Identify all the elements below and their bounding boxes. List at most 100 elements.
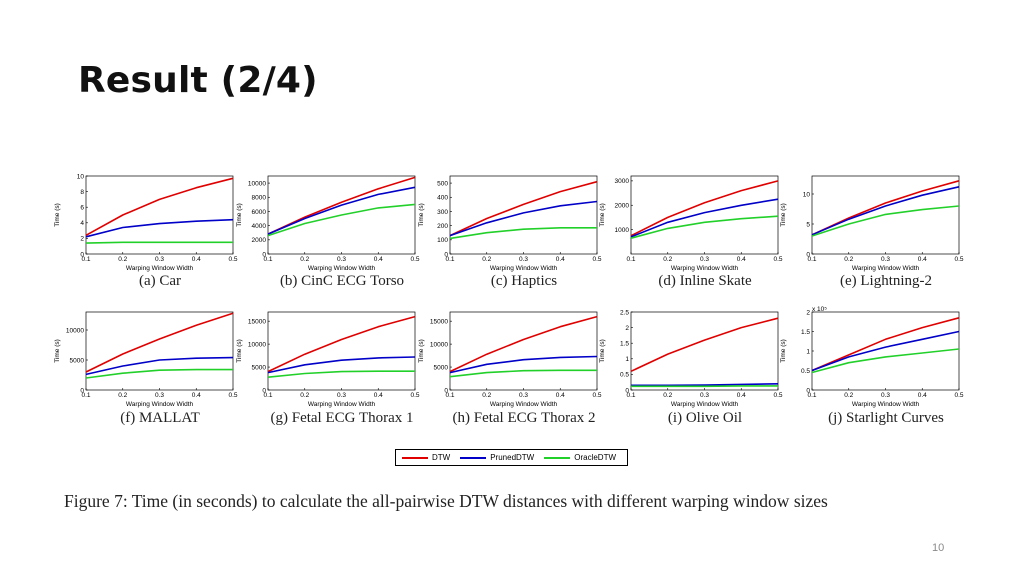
series-line-oracledtw — [811, 348, 960, 374]
x-axis-title: Warping Window Width — [126, 265, 194, 272]
y-tick-label: 3000 — [615, 178, 630, 185]
x-axis-title: Warping Window Width — [490, 401, 558, 408]
y-tick-label: 0 — [806, 251, 810, 258]
series-line-dtw — [449, 180, 598, 237]
y-tick-label: 200 — [437, 223, 448, 230]
y-tick-label: 10000 — [66, 327, 84, 334]
y-tick-label: 10 — [803, 191, 811, 198]
y-tick-label: 10000 — [248, 341, 266, 348]
series-line-pruneddtw — [85, 356, 234, 376]
x-axis-title: Warping Window Width — [852, 401, 920, 408]
x-tick-label: 0.2 — [300, 256, 309, 263]
x-tick-label: 0.1 — [263, 392, 272, 399]
figure-caption: Figure 7: Time (in seconds) to calculate… — [64, 491, 828, 511]
line-chart: 0.1 0.2 0.3 0.4 0.5 0 0.5 1 1.5 2 x 10⁵ Warping Win… — [801, 306, 964, 408]
y-tick-label: 500 — [437, 180, 448, 187]
x-tick-label: 0.4 — [918, 392, 927, 399]
y-tick-label: 8000 — [252, 195, 267, 202]
chart-panel: 0.1 0.2 0.3 0.4 0.5 0 0.5 1 1.5 2 2.5 Warping Windo… — [599, 306, 783, 408]
x-axis-title: Warping Window Width — [671, 265, 739, 272]
y-axis-title: Time (s) — [236, 339, 243, 363]
y-axis-title-holder: Time (s) — [780, 339, 787, 363]
y-tick-label: 5 — [806, 221, 810, 228]
subfigure-caption: (g) Fetal ECG Thorax 1 — [270, 410, 414, 426]
x-axis-title: Warping Window Width — [126, 401, 194, 408]
x-tick-label: 0.5 — [228, 256, 237, 263]
x-tick-label: 0.1 — [626, 256, 635, 263]
x-tick-label: 0.5 — [773, 256, 782, 263]
x-tick-label: 0.2 — [482, 392, 491, 399]
y-axis-title: Time (s) — [236, 203, 243, 227]
legend-label-pruneddtw: PrunedDTW — [490, 453, 535, 462]
series-line-pruneddtw — [85, 218, 234, 238]
y-tick-label: 15000 — [248, 318, 266, 325]
series-line-dtw — [811, 317, 960, 372]
y-tick-label: 5000 — [252, 364, 267, 371]
y-axis-title-holder: Time (s) — [418, 339, 425, 363]
x-tick-label: 0.3 — [519, 256, 528, 263]
y-axis-title-holder: Time (s) — [780, 203, 787, 227]
y-tick-label: 4 — [80, 220, 84, 227]
y-tick-label: 400 — [437, 195, 448, 202]
y-tick-label: 5000 — [434, 364, 449, 371]
x-tick-label: 0.5 — [410, 392, 419, 399]
subfigure-caption: (f) MALLAT — [120, 410, 200, 426]
legend-item-pruneddtw: PrunedDTW — [460, 453, 534, 462]
y-axis-title: Time (s) — [418, 339, 425, 363]
x-tick-label: 0.4 — [374, 256, 383, 263]
x-tick-label: 0.1 — [445, 392, 454, 399]
line-chart: 0.1 0.2 0.3 0.4 0.5 0 5000 10000 15000 Warping Wi… — [248, 311, 420, 408]
x-tick-label: 0.2 — [663, 392, 672, 399]
y-tick-label: 10000 — [248, 180, 266, 187]
subfigure-caption: (j) Starlight Curves — [828, 410, 944, 426]
x-tick-label: 0.5 — [592, 392, 601, 399]
line-chart: 0.1 0.2 0.3 0.4 0.5 1000 2000 3000 Warping Windo… — [615, 175, 783, 272]
y-tick-label: 2000 — [252, 237, 267, 244]
y-tick-label: 2000 — [615, 203, 630, 210]
x-tick-label: 0.1 — [807, 256, 816, 263]
chart-panel: 0.1 0.2 0.3 0.4 0.5 0 5000 10000 Warping Window … — [54, 306, 238, 408]
line-chart: 0.1 0.2 0.3 0.4 0.5 0 2 4 6 8 10 Warping Window Wid… — [77, 173, 238, 272]
series-line-dtw — [85, 177, 234, 237]
legend-item-oracledtw: OracleDTW — [544, 453, 616, 462]
x-tick-label: 0.4 — [374, 392, 383, 399]
series-line-oracledtw — [449, 369, 597, 378]
chart-panel: 0.1 0.2 0.3 0.4 0.5 0 5000 10000 15000 Warping Wi… — [236, 306, 420, 408]
y-tick-label: 6000 — [252, 209, 267, 216]
chart-legend: DTW PrunedDTW OracleDTW — [395, 449, 628, 466]
chart-panel: 0.1 0.2 0.3 0.4 0.5 0 5 10 Warping Window Width T… — [780, 170, 964, 272]
legend-label-oracledtw: OracleDTW — [574, 453, 617, 462]
y-multiplier-label: x 10⁵ — [812, 306, 827, 313]
x-tick-label: 0.1 — [626, 392, 635, 399]
chart-panel: 0.1 0.2 0.3 0.4 0.5 1000 2000 3000 Warping Windo… — [599, 170, 783, 272]
chart-panel: 0.1 0.2 0.3 0.4 0.5 0 2000 4000 6000 8000 10000 War… — [236, 170, 420, 272]
series-line-dtw — [630, 180, 779, 237]
series-line-dtw — [267, 315, 416, 373]
y-tick-label: 5000 — [70, 357, 85, 364]
x-tick-label: 0.1 — [263, 256, 272, 263]
y-axis-title-holder: Time (s) — [236, 339, 243, 363]
plot-frame — [449, 311, 598, 391]
y-tick-label: 2 — [625, 325, 629, 332]
x-tick-label: 0.5 — [773, 392, 782, 399]
line-chart: 0.1 0.2 0.3 0.4 0.5 0 0.5 1 1.5 2 2.5 Warping Windo… — [620, 309, 783, 408]
x-tick-label: 0.5 — [954, 392, 963, 399]
y-axis-title: Time (s) — [599, 339, 606, 363]
series-line-pruneddtw — [631, 383, 779, 387]
x-tick-label: 0.2 — [118, 256, 127, 263]
legend-item-dtw: DTW — [402, 453, 450, 462]
x-tick-label: 0.2 — [844, 256, 853, 263]
line-chart: 0.1 0.2 0.3 0.4 0.5 0 2000 4000 6000 8000 10000 War… — [248, 175, 420, 272]
y-tick-label: 2 — [80, 236, 84, 243]
subfigure-caption: (a) Car — [138, 273, 182, 289]
line-chart: 0.1 0.2 0.3 0.4 0.5 0 5000 10000 15000 Warping Wi… — [430, 311, 602, 408]
series-line-pruneddtw — [449, 200, 598, 237]
series-line-oracledtw — [267, 370, 415, 378]
y-axis-title: Time (s) — [780, 203, 787, 227]
series-line-pruneddtw — [267, 356, 416, 374]
x-tick-label: 0.5 — [592, 256, 601, 263]
x-tick-label: 0.4 — [918, 256, 927, 263]
x-tick-label: 0.3 — [881, 392, 890, 399]
chart-panel: 0.1 0.2 0.3 0.4 0.5 0 0.5 1 1.5 2 x 10⁵ Warping Win… — [780, 306, 964, 408]
page-number: 10 — [932, 542, 945, 554]
